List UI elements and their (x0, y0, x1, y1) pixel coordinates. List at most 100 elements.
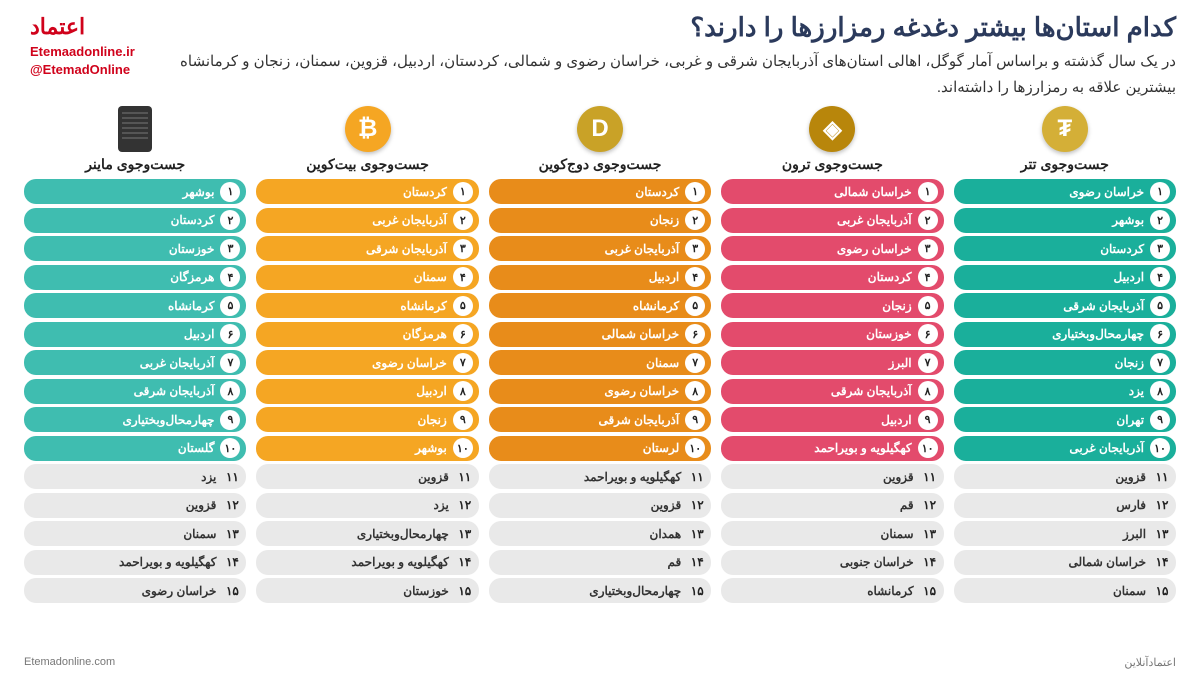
rank-number: ۱ (220, 182, 240, 202)
rank-pill: ۶هرمزگان (256, 322, 478, 347)
column-title: جست‌وجوی ماینر (85, 156, 185, 173)
province-name: خراسان جنوبی (729, 555, 919, 569)
rank-pill: ۷خراسان رضوی (256, 350, 478, 375)
rank-pill: ۱۱کهگیلویه و بویراحمد (489, 464, 711, 489)
province-name: یزد (32, 470, 222, 484)
rank-pill: ۲بوشهر (954, 208, 1176, 233)
province-name: سمنان (32, 527, 222, 541)
doge-icon: D (577, 106, 623, 152)
rank-pill: ۷آذربایجان غربی (24, 350, 246, 375)
rank-pill: ۱۵سمنان (954, 578, 1176, 603)
rank-number: ۲ (685, 210, 705, 230)
rank-number: ۷ (1150, 353, 1170, 373)
rank-number: ۱۲ (455, 498, 475, 512)
rank-number: ۸ (1150, 381, 1170, 401)
rank-pill: ۲آذربایجان غربی (256, 208, 478, 233)
province-name: زنجان (962, 356, 1150, 370)
rank-number: ۸ (685, 381, 705, 401)
bitcoin-icon: ₿ (345, 106, 391, 152)
province-name: قزوین (264, 470, 454, 484)
rank-pill: ۱کردستان (256, 179, 478, 204)
province-name: آذربایجان شرقی (729, 384, 917, 398)
rank-pill: ۱۲قزوین (489, 493, 711, 518)
province-name: زنجان (264, 413, 452, 427)
province-name: آذربایجان غربی (729, 213, 917, 227)
rank-pill: ۵زنجان (721, 293, 943, 318)
province-name: البرز (729, 356, 917, 370)
rank-pill: ۱۴کهگیلویه و بویراحمد (256, 550, 478, 575)
rank-pill: ۱۰آذربایجان غربی (954, 436, 1176, 461)
rank-number: ۶ (453, 324, 473, 344)
rank-pill: ۶خراسان شمالی (489, 322, 711, 347)
rank-number: ۶ (220, 324, 240, 344)
province-name: زنجان (497, 213, 685, 227)
rank-number: ۸ (918, 381, 938, 401)
columns-wrap: جست‌وجوی ماینر۱بوشهر۲کردستان۳خوزستان۴هرم… (24, 106, 1176, 607)
rank-number: ۱۲ (222, 498, 242, 512)
rank-number: ۴ (220, 267, 240, 287)
infographic-page: کدام استان‌ها بیشتر دغدغه رمزارزها را دا… (0, 0, 1200, 675)
rank-number: ۱۳ (222, 527, 242, 541)
province-name: البرز (962, 527, 1152, 541)
rank-pill: ۱۳چهارمحال‌وبختیاری (256, 521, 478, 546)
footer-left: Etemadonline.com (24, 656, 115, 669)
province-name: چهارمحال‌وبختیاری (497, 584, 687, 598)
rank-pill: ۸آذربایجان شرقی (721, 379, 943, 404)
province-name: سمنان (497, 356, 685, 370)
province-name: کردستان (497, 185, 685, 199)
rank-pill: ۶چهارمحال‌وبختیاری (954, 322, 1176, 347)
province-name: آذربایجان غربی (962, 441, 1150, 455)
rank-number: ۱۴ (1152, 555, 1172, 569)
province-name: چهارمحال‌وبختیاری (962, 327, 1150, 341)
column-title: جست‌وجوی بیت‌کوین (306, 156, 429, 173)
province-name: آذربایجان غربی (264, 213, 452, 227)
province-name: خراسان رضوی (264, 356, 452, 370)
logo-handle: @EtemadOnline (30, 61, 135, 79)
province-name: خوزستان (264, 584, 454, 598)
rank-pill: ۸خراسان رضوی (489, 379, 711, 404)
rank-number: ۹ (918, 410, 938, 430)
province-name: لرستان (497, 441, 685, 455)
rank-number: ۹ (1150, 410, 1170, 430)
rank-number: ۵ (1150, 296, 1170, 316)
rank-number: ۳ (685, 239, 705, 259)
rank-pill: ۳آذربایجان شرقی (256, 236, 478, 261)
rank-number: ۱۰ (685, 438, 705, 458)
province-name: قزوین (32, 498, 222, 512)
rank-number: ۷ (220, 353, 240, 373)
rank-number: ۹ (685, 410, 705, 430)
rank-pill: ۴کردستان (721, 265, 943, 290)
province-name: کردستان (962, 242, 1150, 256)
column-tron: ◈جست‌وجوی ترون۱خراسان شمالی۲آذربایجان غر… (721, 106, 943, 607)
rank-number: ۶ (918, 324, 938, 344)
logo-site: Etemaadonline.ir (30, 43, 135, 61)
rank-pill: ۱خراسان رضوی (954, 179, 1176, 204)
province-name: اردبیل (264, 384, 452, 398)
rank-pill: ۱۱قزوین (256, 464, 478, 489)
footer-right: اعتمادآنلاین (1124, 656, 1176, 669)
rank-number: ۵ (220, 296, 240, 316)
rank-pill: ۱۳سمنان (721, 521, 943, 546)
province-name: گلستان (32, 441, 220, 455)
rank-number: ۱۳ (687, 527, 707, 541)
province-name: قزوین (497, 498, 687, 512)
rank-number: ۵ (453, 296, 473, 316)
rank-pill: ۱۴قم (489, 550, 711, 575)
province-name: بوشهر (962, 213, 1150, 227)
rank-pill: ۴هرمزگان (24, 265, 246, 290)
rank-number: ۴ (453, 267, 473, 287)
title-block: کدام استان‌ها بیشتر دغدغه رمزارزها را دا… (135, 12, 1176, 100)
province-name: یزد (264, 498, 454, 512)
column-miner: جست‌وجوی ماینر۱بوشهر۲کردستان۳خوزستان۴هرم… (24, 106, 246, 607)
logo-block: اعتماد Etemaadonline.ir @EtemadOnline (24, 12, 135, 79)
rank-pill: ۱۲یزد (256, 493, 478, 518)
rank-number: ۱۴ (920, 555, 940, 569)
rank-pill: ۵کرمانشاه (24, 293, 246, 318)
rank-number: ۲ (1150, 210, 1170, 230)
rank-pill: ۱۵کرمانشاه (721, 578, 943, 603)
rank-pill: ۸آذربایجان شرقی (24, 379, 246, 404)
province-name: سمنان (962, 584, 1152, 598)
rank-number: ۵ (685, 296, 705, 316)
province-name: کهگیلویه و بویراحمد (264, 555, 454, 569)
rank-pill: ۲زنجان (489, 208, 711, 233)
